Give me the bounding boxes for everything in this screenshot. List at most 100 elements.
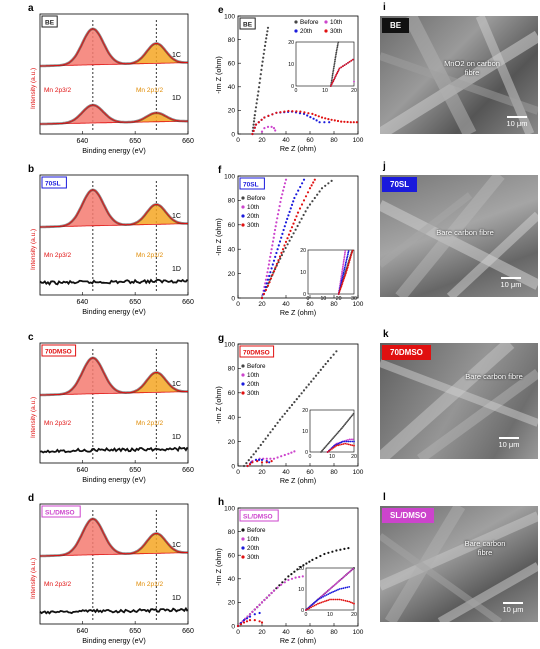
inset-y-tick-label: 20 (300, 248, 306, 254)
data-point (318, 121, 321, 124)
inset-data-point (337, 293, 340, 295)
data-point (278, 205, 281, 208)
inset-data-point (353, 440, 355, 443)
inset-data-point (344, 251, 346, 254)
inset-data-point (352, 438, 354, 441)
legend-marker (294, 20, 298, 24)
data-point (293, 218, 297, 221)
inset-data-point (340, 599, 343, 601)
inset-data-point (338, 291, 341, 294)
data-point (304, 195, 308, 198)
inset-data-point (342, 271, 345, 274)
inset-data-point (339, 579, 341, 582)
inset-data-point (338, 598, 341, 601)
data-point (264, 285, 267, 289)
data-point (308, 560, 311, 563)
data-point (287, 575, 290, 578)
inset-data-point (332, 71, 334, 73)
inset-data-point (348, 571, 351, 574)
data-point (287, 109, 290, 113)
legend-entry: Before (247, 527, 266, 534)
sem-tag-badge: BE (382, 18, 410, 33)
legend-marker (241, 214, 245, 218)
inset-data-point (333, 64, 336, 66)
eis-axes-frame (237, 507, 359, 627)
y-tick-label: 20 (228, 439, 236, 446)
inset-data-point (334, 56, 337, 59)
data-point (295, 398, 298, 401)
y-tick-label: 100 (224, 341, 235, 348)
inset-data-point (327, 442, 330, 445)
data-point (252, 120, 256, 123)
data-point (299, 565, 302, 569)
x-tick-label: 60 (306, 469, 314, 476)
inset-data-point (329, 449, 332, 451)
peak-label-mn2p32: Mn 2p3/2 (44, 87, 71, 94)
inset-y-tick-label: 0 (305, 450, 308, 456)
data-point (264, 40, 267, 44)
inset-data-point (330, 83, 333, 86)
inset-data-point (335, 582, 337, 585)
inset-frame (295, 41, 355, 87)
inset-data-point (344, 423, 346, 426)
legend-marker (241, 537, 245, 541)
inset-data-point (331, 76, 334, 79)
y-tick-label: 100 (224, 505, 235, 512)
data-point (299, 110, 302, 113)
inset-data-point (350, 569, 353, 571)
line-label-1D: 1D (172, 434, 181, 441)
data-point (242, 621, 246, 624)
data-point (270, 267, 273, 270)
inset-data-point (329, 592, 331, 595)
inset-data-point (334, 445, 336, 448)
data-point (340, 120, 343, 123)
inset-data-point (332, 598, 335, 601)
data-point (280, 583, 283, 586)
data-point (265, 37, 268, 40)
data-point (320, 187, 324, 190)
data-point (290, 577, 294, 580)
legend-marker (241, 555, 245, 559)
inset-data-point (342, 279, 345, 281)
inset-data-point (335, 51, 338, 54)
inset-data-point (337, 442, 340, 445)
inset-x-tick-label: 30 (351, 296, 357, 302)
scale-bar: 10 μm (494, 277, 528, 289)
data-point (256, 606, 259, 609)
y-tick-label: 100 (224, 173, 235, 180)
inset-data-point (331, 448, 333, 450)
inset-data-point (336, 72, 338, 75)
inset-data-point (352, 58, 354, 61)
data-point (273, 228, 277, 232)
inset-data-point (345, 573, 348, 576)
inset-data-point (345, 269, 348, 272)
data-point (281, 581, 284, 584)
x-tick-label: 40 (282, 469, 290, 476)
data-point (329, 356, 332, 359)
data-point (323, 552, 326, 556)
inset-data-point (324, 446, 327, 448)
data-point (268, 274, 271, 278)
inset-data-point (346, 443, 348, 445)
inset-x-tick-label: 0 (305, 612, 308, 618)
data-point (287, 578, 290, 582)
x-axis-label: Re Z (ohm) (280, 308, 316, 317)
inset-data-point (346, 420, 349, 423)
data-point (265, 457, 268, 460)
data-point (266, 30, 269, 33)
data-point (292, 200, 295, 203)
inset-data-point (325, 444, 328, 447)
inset-data-point (318, 597, 321, 600)
data-point (296, 568, 299, 571)
inset-data-point (334, 75, 337, 78)
inset-data-point (353, 444, 355, 447)
peak-label-mn2p12: Mn 2p1/2 (136, 87, 163, 94)
data-point (281, 232, 284, 235)
data-point (260, 68, 263, 71)
inset-data-point (344, 599, 347, 602)
inset-data-point (335, 53, 337, 56)
data-point (284, 240, 288, 243)
inset-data-point (343, 268, 346, 271)
y-axis-label: -Im Z (ohm) (214, 56, 223, 94)
data-point (274, 255, 277, 258)
